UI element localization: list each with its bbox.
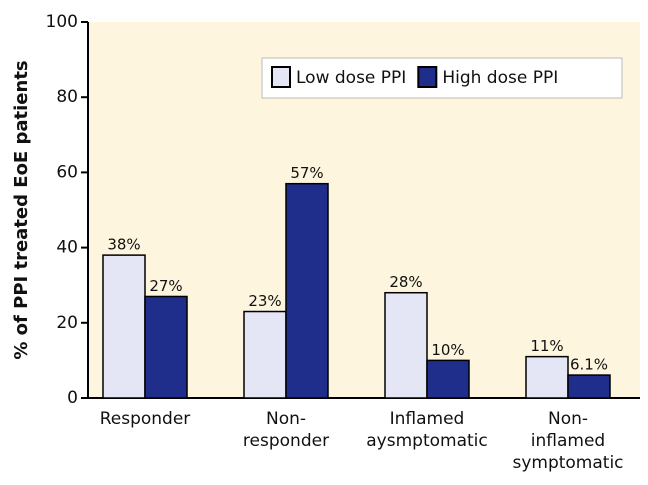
x-tick-label: aysmptomatic [366, 431, 487, 451]
value-label: 57% [290, 164, 323, 182]
bar [243, 310, 287, 399]
value-label: 27% [149, 277, 182, 295]
bar [567, 374, 611, 399]
y-tick-label: 100 [46, 12, 78, 32]
bar [102, 254, 146, 399]
legend-label: High dose PPI [442, 68, 558, 88]
x-tick-label: Inflamed [390, 409, 465, 429]
x-tick-label: Responder [100, 409, 191, 429]
legend-swatch [417, 66, 438, 88]
y-tick-label: 0 [67, 388, 78, 408]
x-tick-label: Non- [266, 409, 306, 429]
legend-label: Low dose PPI [296, 68, 406, 88]
legend-swatch [271, 66, 291, 88]
legend-box [261, 57, 623, 99]
bar [525, 355, 569, 399]
bar [285, 182, 329, 399]
bar [144, 295, 188, 399]
value-label: 38% [107, 236, 140, 254]
y-tick-label: 40 [56, 238, 78, 258]
value-label: 10% [431, 341, 464, 359]
x-tick-label: Non- [548, 409, 588, 429]
bar [384, 291, 428, 399]
y-axis-label: % of PPI treated EoE patients [11, 60, 32, 359]
x-tick-label: responder [243, 431, 329, 451]
x-tick-label: symptomatic [512, 453, 623, 473]
value-label: 28% [389, 273, 422, 291]
bar [426, 359, 470, 399]
value-label: 11% [530, 337, 563, 355]
y-tick-label: 20 [56, 313, 78, 333]
y-tick-label: 80 [56, 87, 78, 107]
y-tick-label: 60 [56, 162, 78, 182]
x-tick-label: inflamed [531, 431, 605, 451]
value-label: 23% [248, 292, 281, 310]
value-label: 6.1% [570, 356, 608, 374]
